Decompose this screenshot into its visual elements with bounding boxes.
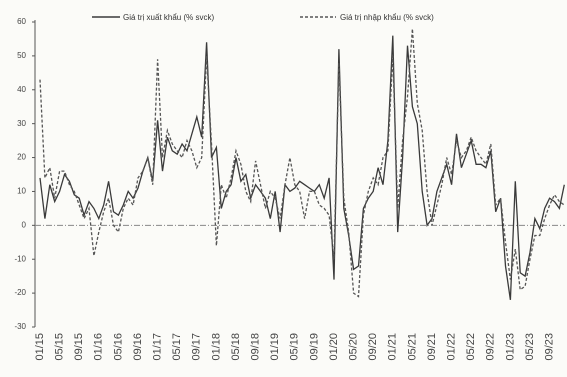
x-tick-label: 09/23 (544, 333, 556, 361)
x-tick-label: 01/21 (387, 333, 399, 361)
x-tick-label: 09/20 (367, 333, 379, 361)
x-tick-label: 01/20 (328, 333, 340, 361)
x-tick-label: 09/22 (485, 333, 497, 361)
series-line (39, 28, 565, 298)
y-tick-label: -10 (14, 254, 26, 263)
y-tick-label: 10 (17, 187, 26, 196)
y-tick-label: 0 (22, 220, 27, 229)
x-tick-label: 05/16 (112, 333, 124, 361)
x-tick-label: 01/19 (269, 333, 281, 361)
x-tick-label: 09/19 (308, 333, 320, 361)
series-line (39, 35, 565, 300)
x-tick-label: 05/22 (465, 333, 477, 361)
x-tick-label: 05/18 (230, 333, 242, 361)
x-tick-label: 01/22 (446, 333, 458, 361)
legend-label: Giá trị xuất khẩu (% svck) (123, 13, 214, 22)
x-tick-label: 09/16 (132, 333, 144, 361)
y-tick-label: 20 (17, 153, 26, 162)
y-tick-label: -30 (14, 322, 26, 331)
y-tick-label: -20 (14, 288, 26, 297)
x-tick-label: 05/15 (54, 333, 66, 361)
y-tick-label: 50 (17, 51, 26, 60)
x-tick-label: 05/17 (171, 333, 183, 361)
x-tick-label: 01/18 (210, 333, 222, 361)
x-tick-label: 01/23 (504, 333, 516, 361)
x-tick-label: 09/17 (191, 333, 203, 361)
x-tick-label: 05/20 (348, 333, 360, 361)
x-tick-label: 01/16 (93, 333, 105, 361)
x-tick-label: 01/17 (152, 333, 164, 361)
x-tick-label: 05/23 (524, 333, 536, 361)
x-tick-label: 09/21 (426, 333, 438, 361)
x-tick-label: 05/19 (289, 333, 301, 361)
x-tick-label: 09/15 (73, 333, 85, 361)
x-tick-label: 09/18 (250, 333, 262, 361)
y-tick-label: 30 (17, 119, 26, 128)
x-tick-label: 01/15 (34, 333, 46, 361)
y-tick-label: 60 (17, 17, 26, 26)
y-tick-label: 40 (17, 85, 26, 94)
x-tick-label: 05/21 (406, 333, 418, 361)
legend-label: Giá trị nhập khẩu (% svck) (340, 13, 434, 22)
